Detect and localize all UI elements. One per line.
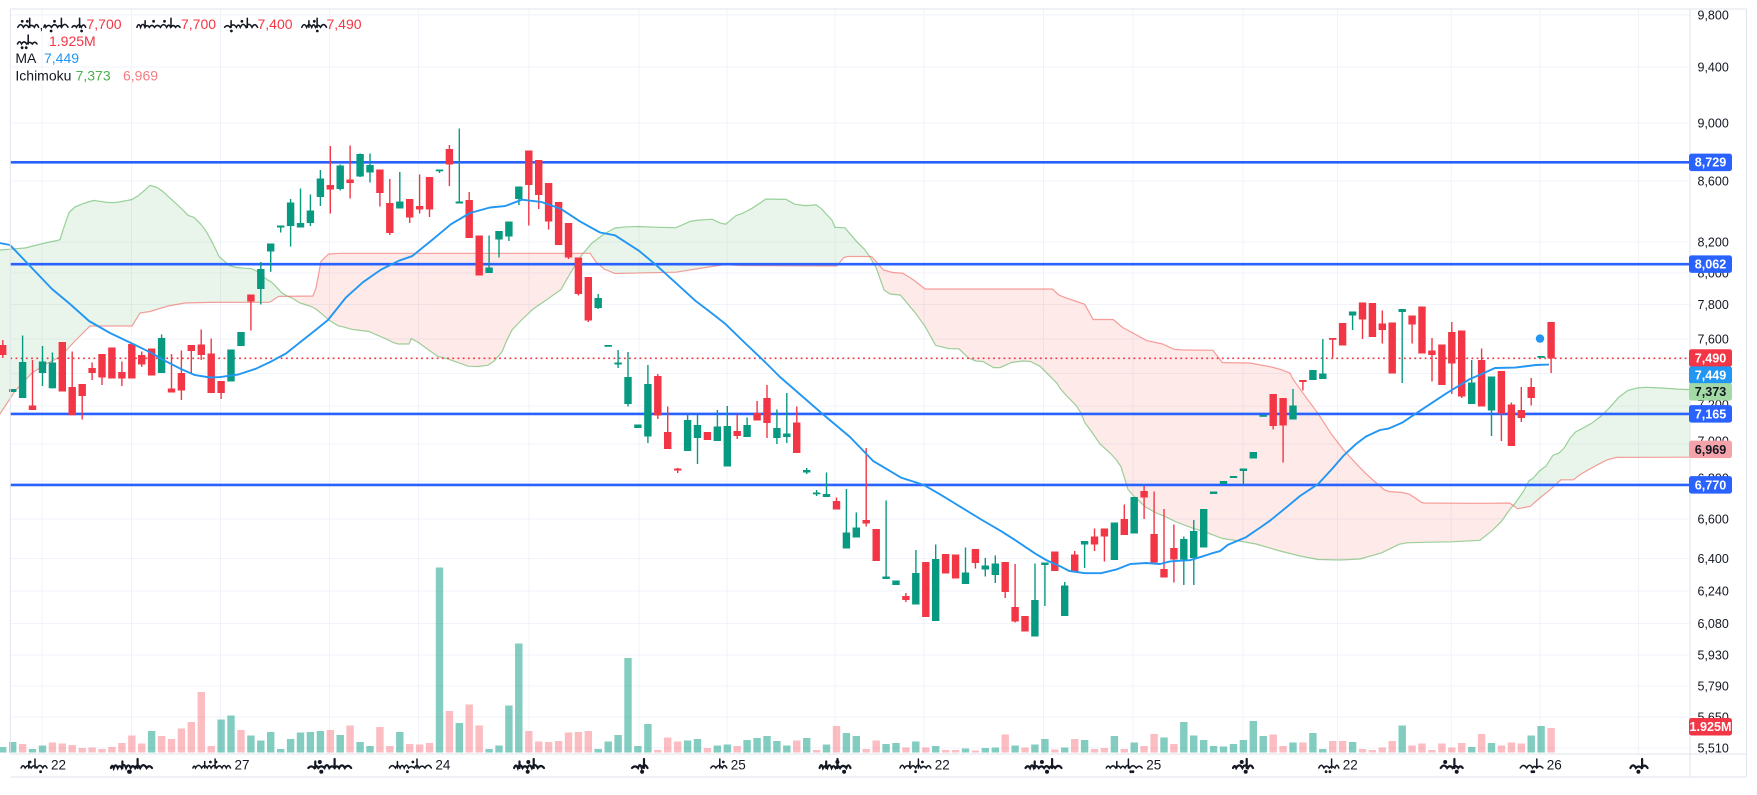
svg-text:7,400: 7,400 — [258, 16, 293, 32]
svg-text:6,080: 6,080 — [1698, 617, 1729, 631]
svg-text:24: 24 — [435, 758, 451, 773]
svg-text:8,600: 8,600 — [1698, 174, 1729, 188]
svg-text:5,510: 5,510 — [1698, 741, 1729, 755]
svg-text:7,490: 7,490 — [327, 16, 362, 32]
svg-text:5,790: 5,790 — [1698, 679, 1729, 693]
svg-text:7,165: 7,165 — [1695, 407, 1727, 421]
svg-text:27: 27 — [235, 758, 250, 773]
svg-text:1.925M: 1.925M — [49, 33, 96, 49]
svg-text:7,449: 7,449 — [1695, 369, 1727, 383]
svg-text:7,373: 7,373 — [76, 67, 111, 83]
svg-text:6,600: 6,600 — [1698, 512, 1729, 526]
svg-text:8,062: 8,062 — [1695, 258, 1727, 272]
svg-text:25: 25 — [1146, 758, 1161, 773]
svg-text:Ichimoku: Ichimoku — [15, 67, 71, 83]
svg-text:7,700: 7,700 — [87, 16, 122, 32]
svg-text:25: 25 — [731, 758, 746, 773]
svg-text:7,600: 7,600 — [1698, 332, 1729, 346]
svg-text:7,490: 7,490 — [1695, 351, 1727, 365]
svg-text:22: 22 — [935, 758, 950, 773]
svg-text:6,400: 6,400 — [1698, 552, 1729, 566]
svg-text:7,800: 7,800 — [1698, 298, 1729, 312]
svg-text:7,449: 7,449 — [44, 50, 79, 66]
svg-text:6,240: 6,240 — [1698, 584, 1729, 598]
svg-text:9,800: 9,800 — [1698, 8, 1729, 22]
svg-text:26: 26 — [1547, 758, 1562, 773]
svg-text:6,969: 6,969 — [1695, 443, 1727, 457]
svg-text:9,400: 9,400 — [1698, 60, 1729, 74]
svg-text:8,200: 8,200 — [1698, 235, 1729, 249]
svg-text:22: 22 — [51, 758, 66, 773]
svg-text:7,700: 7,700 — [181, 16, 216, 32]
svg-text:8,729: 8,729 — [1695, 156, 1727, 170]
svg-text:1.925M: 1.925M — [1689, 720, 1731, 734]
svg-text:6,770: 6,770 — [1695, 478, 1727, 492]
svg-text:6,969: 6,969 — [123, 67, 158, 83]
svg-text:,: , — [40, 17, 44, 32]
svg-text:MA: MA — [15, 50, 37, 66]
svg-text:9,000: 9,000 — [1698, 116, 1729, 130]
svg-text:5,930: 5,930 — [1698, 648, 1729, 662]
svg-text:7,373: 7,373 — [1695, 385, 1727, 399]
svg-text:22: 22 — [1343, 758, 1358, 773]
